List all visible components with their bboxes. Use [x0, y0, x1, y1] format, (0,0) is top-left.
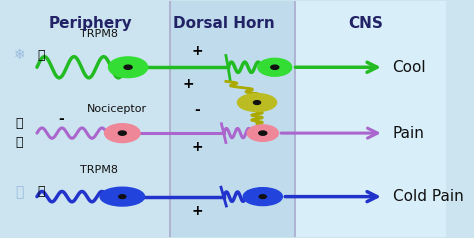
Circle shape	[119, 195, 126, 198]
Text: +: +	[182, 77, 194, 91]
Text: Periphery: Periphery	[48, 15, 132, 30]
Circle shape	[254, 101, 261, 104]
Circle shape	[258, 58, 292, 76]
Ellipse shape	[237, 94, 276, 111]
Text: 🔥: 🔥	[16, 136, 23, 149]
Ellipse shape	[243, 188, 283, 206]
Ellipse shape	[100, 187, 145, 206]
Circle shape	[259, 195, 266, 198]
Text: Nociceptor: Nociceptor	[87, 104, 147, 114]
Circle shape	[105, 124, 140, 143]
Text: -: -	[58, 112, 64, 126]
Bar	[1, 1, 170, 237]
Text: Cold Pain: Cold Pain	[392, 189, 464, 204]
Text: TRPM8: TRPM8	[80, 29, 118, 39]
Text: TRPM8: TRPM8	[80, 165, 118, 175]
Text: 🌡: 🌡	[37, 49, 45, 62]
Text: 🌡: 🌡	[37, 185, 45, 198]
Text: CNS: CNS	[348, 15, 383, 30]
Circle shape	[247, 125, 278, 141]
Text: +: +	[191, 44, 203, 58]
Text: +: +	[191, 204, 203, 218]
Text: Pain: Pain	[392, 126, 425, 141]
Circle shape	[109, 57, 147, 78]
Text: Dorsal Horn: Dorsal Horn	[173, 15, 274, 30]
Circle shape	[118, 131, 126, 135]
Bar	[170, 1, 295, 237]
Circle shape	[124, 65, 132, 69]
Circle shape	[271, 65, 279, 69]
Text: 🧊: 🧊	[15, 185, 23, 199]
Text: Cool: Cool	[392, 60, 426, 75]
Text: ❄: ❄	[13, 49, 25, 63]
Circle shape	[259, 131, 267, 135]
Bar	[295, 1, 446, 237]
Text: 🔨: 🔨	[16, 117, 23, 130]
Text: +: +	[191, 140, 203, 154]
Text: -: -	[194, 103, 200, 117]
